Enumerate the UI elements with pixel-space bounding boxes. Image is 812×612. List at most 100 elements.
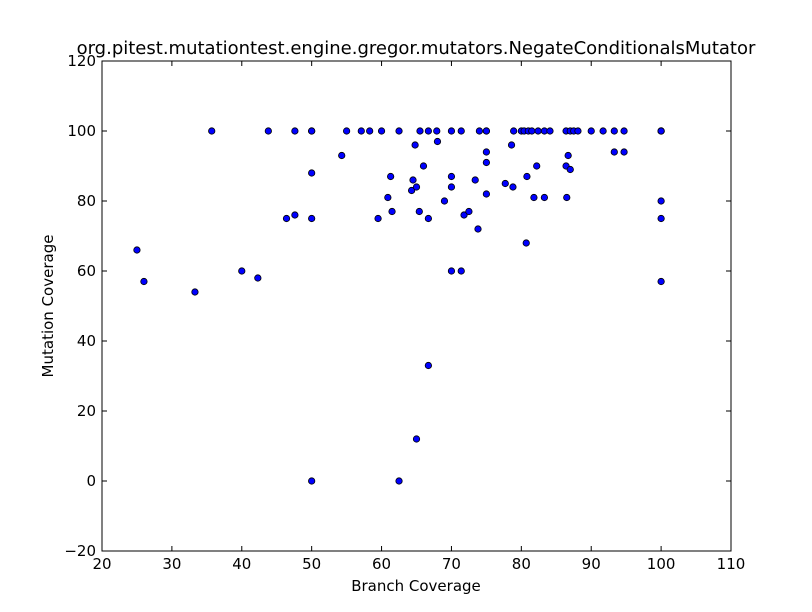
data-point [620,148,628,156]
data-point [657,277,665,286]
x-tick-label: 50 [302,555,321,573]
data-point [457,267,465,275]
data-point [475,127,483,135]
data-point [657,197,665,205]
x-tick-label: 70 [442,555,461,573]
data-point [501,179,509,188]
data-point [482,148,490,156]
data-point [409,176,417,184]
data-point [291,211,299,219]
y-tick-label: 40 [77,332,96,350]
data-point [238,267,246,275]
x-tick-label: 100 [647,555,676,573]
y-tick-label: 20 [77,402,96,420]
plot-area [101,60,732,552]
data-point [308,169,316,177]
data-point [282,214,291,223]
data-point [566,165,574,174]
data-point [482,190,490,198]
data-point [522,239,530,247]
data-point [482,158,490,167]
data-point [457,127,465,135]
y-tick-label: 120 [67,52,96,70]
data-point [133,246,141,254]
data-point [424,361,432,370]
data-point [338,151,346,160]
data-point [657,214,665,223]
y-tick-label: 0 [86,472,96,490]
data-point [433,127,441,135]
x-tick-label: 20 [92,555,111,573]
x-tick-label: 60 [372,555,391,573]
y-axis: −20 0 20 40 60 80 100 120 [64,52,731,560]
data-point [433,137,442,146]
data-point [465,207,473,216]
data-point [507,141,516,149]
data-point [460,211,468,219]
data-point [482,127,490,135]
data-point [415,207,423,216]
y-axis-label: Mutation Coverage [39,235,57,378]
data-point [610,148,618,156]
data-point [374,214,382,223]
data-point [208,127,216,135]
data-points [133,127,665,485]
data-point [254,274,262,282]
data-point [523,172,531,181]
data-point [528,127,536,135]
data-point [343,127,351,135]
data-point [510,127,518,135]
data-point [191,288,199,296]
y-tick-label: 80 [77,192,96,210]
y-tick-label: 60 [77,262,96,280]
data-point [308,127,316,135]
data-point [530,193,538,202]
data-point [533,162,541,170]
data-point [419,162,428,170]
data-point [264,127,272,135]
data-point [471,176,479,184]
data-point [411,141,419,149]
data-point [308,214,316,223]
data-point [563,193,571,202]
data-point [546,127,554,135]
data-point [412,435,421,443]
y-tick-label: −20 [64,542,96,560]
data-point [574,127,582,135]
data-point [447,183,456,191]
y-tick-label: 100 [67,122,96,140]
data-point [620,127,628,135]
x-axis-label: Branch Coverage [351,577,481,595]
data-point [408,186,416,195]
data-point [587,127,595,135]
data-point [564,151,572,160]
data-point [447,267,456,275]
data-point [534,127,542,135]
data-point [447,127,456,135]
data-point [387,172,395,181]
data-point [540,193,548,202]
data-point [599,127,607,135]
x-axis: 20 30 40 50 60 70 80 90 100 110 [92,61,745,573]
data-point [610,127,618,135]
data-point [388,207,396,216]
chart-title: org.pitest.mutationtest.engine.gregor.mu… [77,38,756,59]
data-point [416,127,424,135]
x-tick-label: 30 [162,555,181,573]
data-point [384,193,392,202]
data-point [357,127,365,135]
data-point [657,127,665,135]
data-point [366,127,374,135]
data-point [424,127,432,135]
data-point [447,172,456,181]
data-point [308,477,316,485]
data-point [412,183,421,191]
data-point [395,477,403,485]
data-point [395,127,403,135]
data-point [424,214,432,223]
data-point [377,127,386,135]
data-point [440,197,449,205]
x-tick-label: 110 [717,555,746,573]
data-point [474,225,482,233]
